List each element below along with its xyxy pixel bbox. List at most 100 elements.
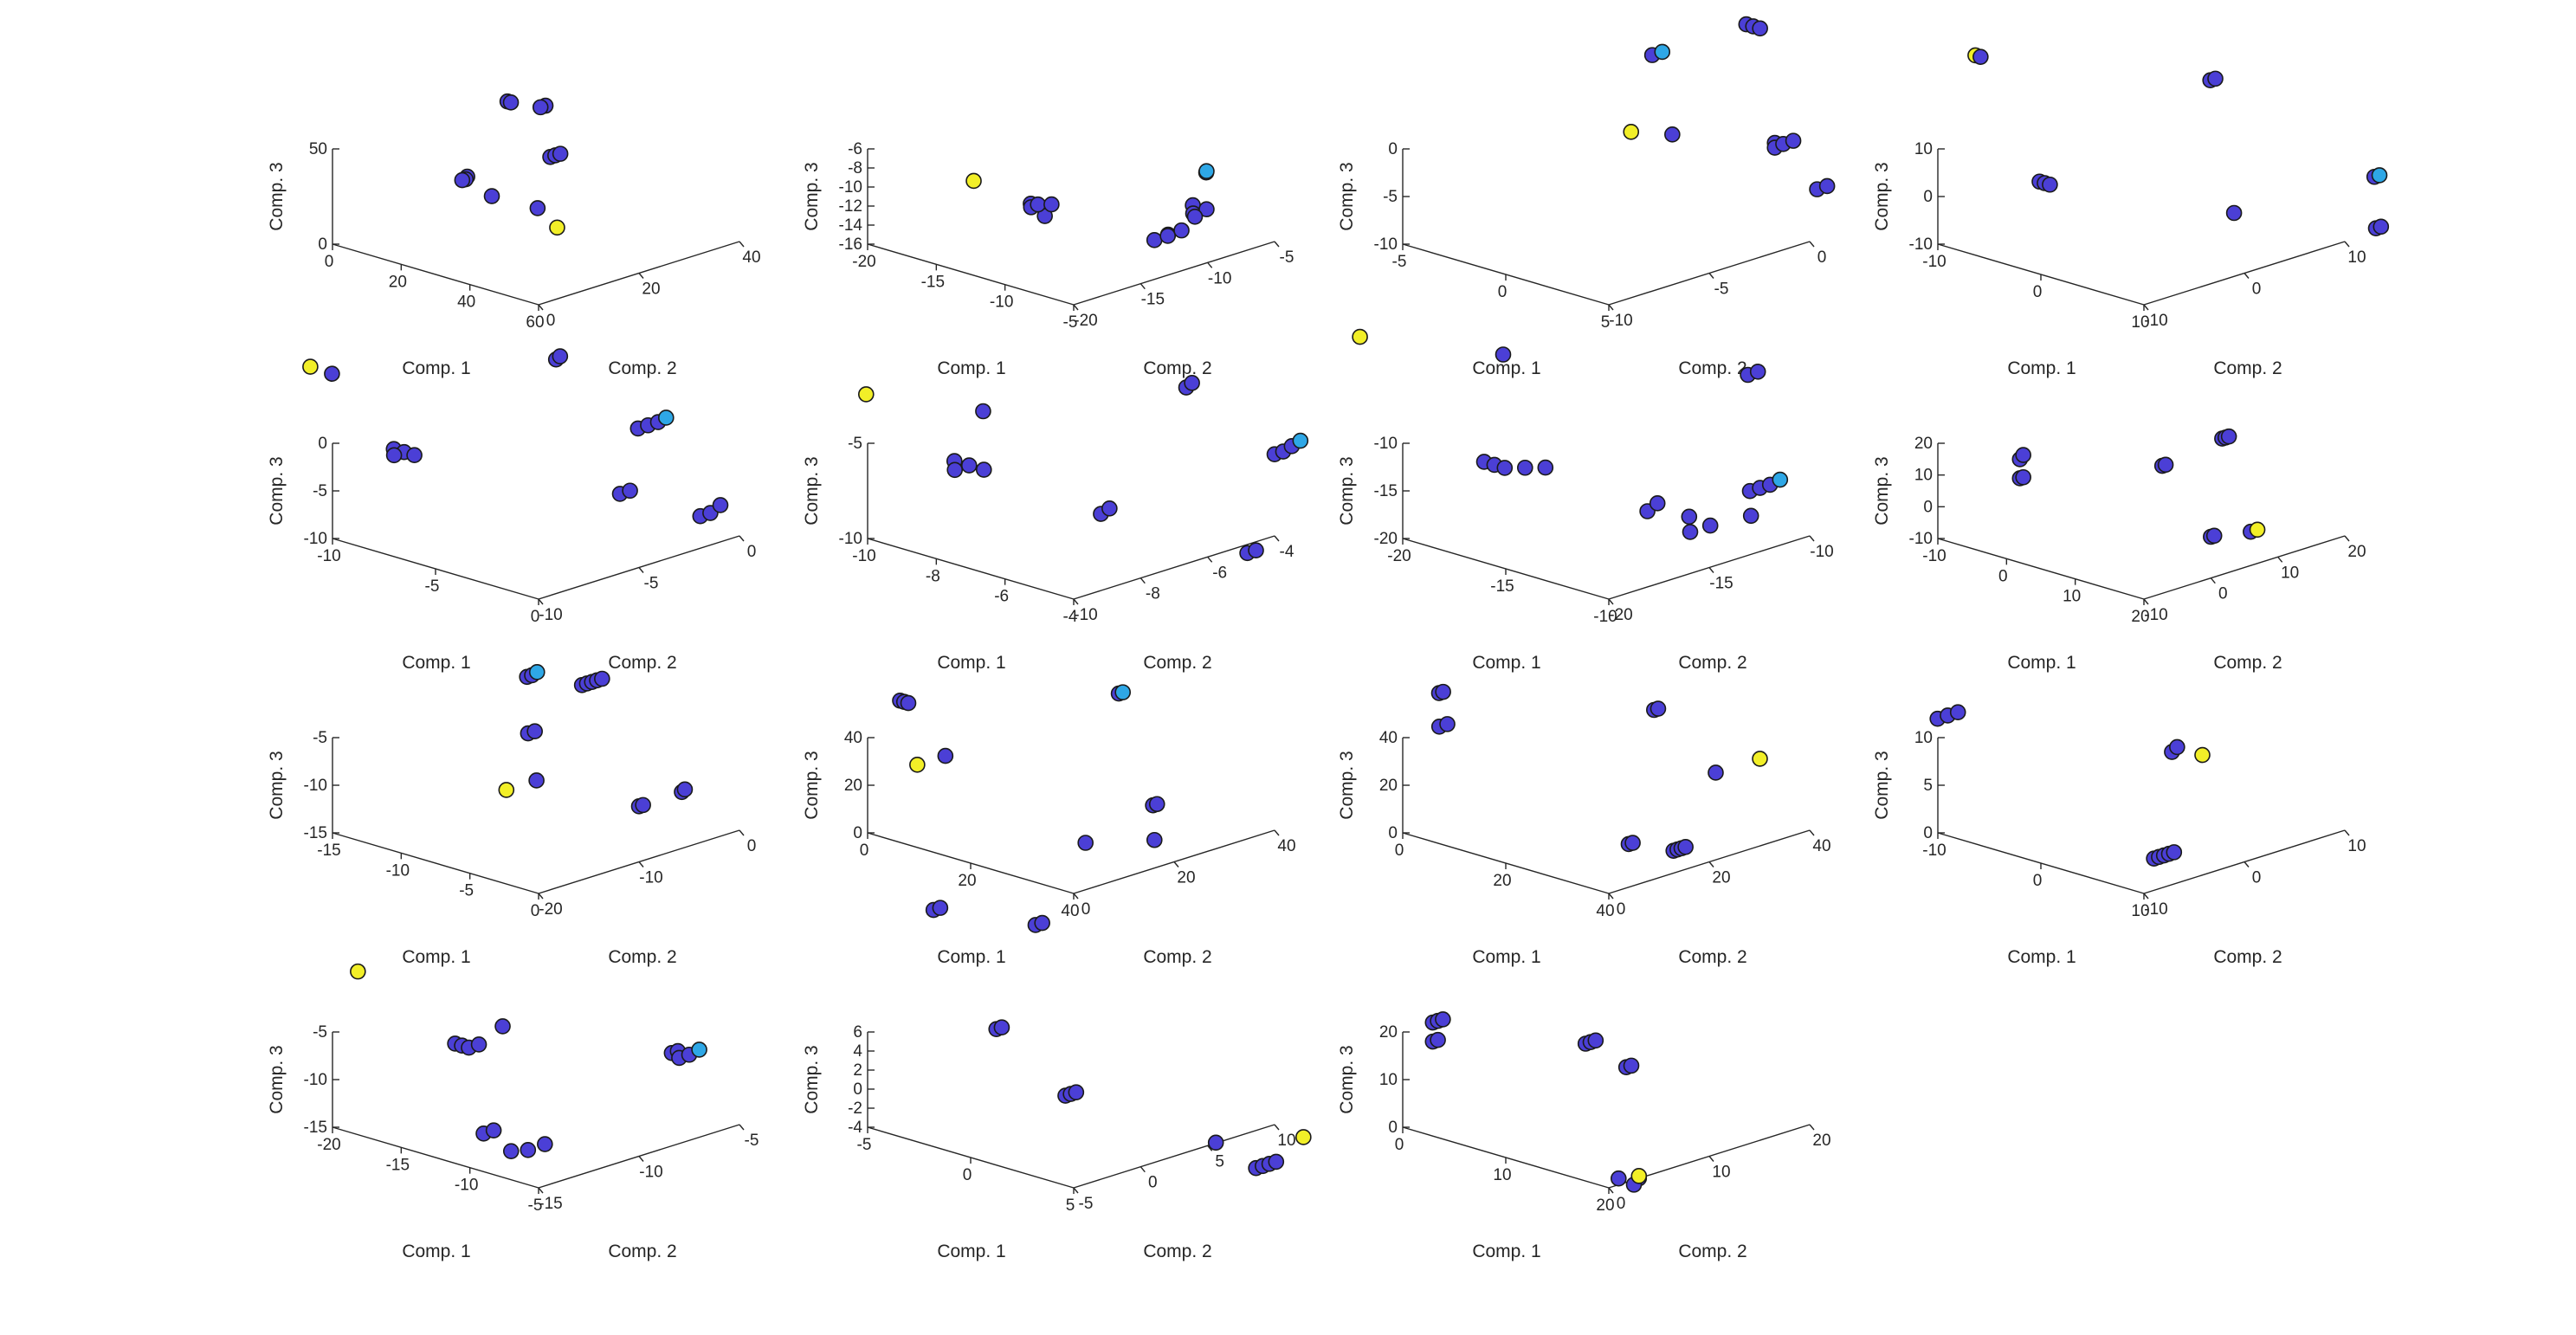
comp2-tick-mark [2244, 273, 2250, 279]
scatter-point [1186, 208, 1204, 225]
comp3-tick-label: -10 [304, 777, 327, 795]
comp2-tick-mark [638, 567, 644, 573]
comp3-tick-label: 0 [1923, 188, 1933, 206]
comp3-tick-label: -2 [848, 1100, 862, 1118]
comp1-tick-label: 20 [389, 273, 407, 291]
comp2-tick-label: 20 [1712, 869, 1730, 887]
scatter-point [1430, 1031, 1446, 1048]
comp3-tick-label: 20 [1379, 777, 1398, 795]
comp1-axis-label: Comp. 1 [402, 1241, 470, 1261]
comp2-tick-label: -15 [539, 1195, 562, 1213]
comp1-tick-label: 20 [958, 872, 976, 890]
comp3-tick-label: -10 [1374, 235, 1398, 254]
scatter-point [1146, 831, 1163, 848]
comp1-axis-label: Comp. 1 [937, 358, 1005, 378]
comp3-tick-label: 0 [853, 824, 862, 842]
comp3-tick-label: -15 [304, 824, 327, 842]
comp3-tick-label: 20 [844, 777, 862, 795]
comp2-axis-label: Comp. 2 [1678, 358, 1746, 378]
comp1-tick-label: -10 [990, 293, 1013, 312]
comp2-axis-label: Comp. 2 [2213, 947, 2282, 967]
scatter-point [1068, 1084, 1085, 1100]
comp3-tick-label: 10 [1914, 729, 1933, 747]
comp2-tick-label: -20 [539, 900, 562, 919]
comp3-tick-label: -5 [313, 1023, 327, 1042]
scatter-point [1537, 459, 1554, 476]
comp1-tick-label: 10 [2063, 588, 2081, 606]
comp1-axis-label: Comp. 1 [402, 358, 470, 378]
scatter-point [2169, 738, 2185, 756]
comp3-tick-label: -15 [304, 1119, 327, 1137]
comp2-tick-label: 0 [1617, 900, 1626, 919]
scatter-point [1664, 126, 1681, 143]
comp2-tick-mark [1173, 861, 1179, 867]
comp1-tick-label: -10 [386, 861, 410, 880]
scatter-point [1184, 375, 1200, 391]
comp2-tick-label: -10 [1810, 543, 1833, 561]
comp1-tick-label: 0 [325, 253, 334, 271]
comp1-tick-label: 5 [1066, 1196, 1075, 1215]
comp2-tick-label: -5 [1079, 1195, 1094, 1213]
comp3-tick-label: 0 [1388, 1119, 1398, 1137]
scatter-point [485, 1122, 502, 1138]
scatter-point [2207, 70, 2224, 87]
comp1-tick-label: -15 [1490, 577, 1514, 596]
scatter-point [537, 1136, 553, 1152]
comp1-tick-label: 0 [2033, 872, 2043, 890]
comp2-tick-label: 20 [2347, 543, 2366, 561]
comp1-tick-label: -5 [459, 882, 474, 900]
scatter-point [1101, 500, 1118, 517]
comp2-tick-mark [1708, 567, 1714, 573]
comp2-tick-mark [739, 1124, 745, 1131]
scatter-point [2220, 428, 2237, 445]
scatter-point [993, 1019, 1010, 1036]
comp2-tick-label: 40 [742, 248, 760, 267]
scatter-point [965, 172, 982, 190]
scatter-point [1682, 524, 1699, 540]
scatter-point [1517, 459, 1533, 476]
comp2-tick-mark [1608, 893, 1614, 900]
comp2-tick-label: -10 [1609, 312, 1632, 330]
scatter-point [1435, 1011, 1451, 1028]
comp2-tick-mark [1608, 1187, 1614, 1194]
comp1-tick-label: 40 [1061, 902, 1079, 920]
scatter-point [552, 145, 569, 162]
comp2-axis-label: Comp. 2 [1143, 358, 1211, 378]
scatter-point [528, 664, 546, 680]
comp2-tick-mark [739, 829, 745, 836]
comp2-tick-label: -5 [745, 1132, 759, 1150]
comp3-axis-label: Comp. 3 [802, 751, 822, 819]
comp2-tick-mark [1140, 1166, 1146, 1173]
comp2-tick-mark [2210, 577, 2216, 584]
comp3-tick-label: -5 [313, 729, 327, 747]
comp3-axis-label: Comp. 3 [267, 456, 287, 525]
scatter-point [324, 365, 340, 383]
scatter-point [1043, 196, 1060, 213]
scatter-point [454, 171, 471, 189]
comp1-axis-label: Comp. 1 [1472, 947, 1540, 967]
comp2-tick-label: 20 [642, 281, 660, 299]
scatter-point [1030, 196, 1047, 213]
comp2-tick-mark [638, 861, 644, 867]
comp2-tick-mark [2277, 556, 2283, 563]
comp1-tick-label: -20 [852, 253, 875, 271]
scatter-point [2371, 167, 2388, 184]
comp3-axis-label: Comp. 3 [1337, 751, 1357, 819]
comp2-tick-label: -5 [644, 575, 659, 593]
comp3-tick-label: 20 [1914, 435, 1933, 453]
comp2-tick-mark [2344, 241, 2350, 248]
comp2-tick-mark [1274, 241, 1280, 248]
comp2-tick-label: 0 [2252, 869, 2262, 887]
scatter-point [635, 796, 651, 814]
comp2-tick-label: -4 [1280, 543, 1294, 561]
scatter-point [1496, 460, 1514, 476]
comp2-tick-label: -10 [2144, 312, 2167, 330]
comp2-tick-label: -6 [1212, 564, 1227, 582]
comp2-axis-label: Comp. 2 [608, 947, 676, 967]
comp2-tick-mark [1608, 304, 1614, 311]
comp1-tick-label: 0 [1498, 283, 1508, 301]
comp2-axis-line [2143, 535, 2346, 600]
